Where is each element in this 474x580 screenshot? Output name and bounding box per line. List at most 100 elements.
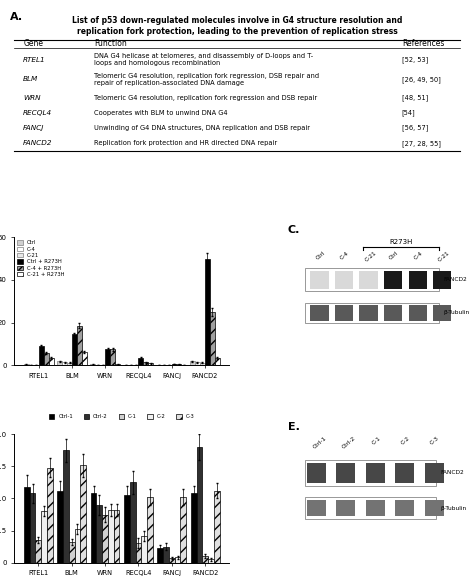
Bar bbox=[24, 487, 30, 563]
Text: Ctrl: Ctrl bbox=[315, 250, 326, 260]
Bar bbox=[305, 303, 439, 323]
Text: [52, 53]: [52, 53] bbox=[402, 56, 428, 63]
Bar bbox=[108, 510, 114, 563]
Bar bbox=[214, 491, 219, 563]
Bar bbox=[115, 364, 120, 365]
Bar bbox=[307, 463, 326, 483]
Bar bbox=[49, 358, 54, 365]
Bar bbox=[200, 363, 205, 365]
Text: BLM: BLM bbox=[23, 77, 38, 82]
Bar bbox=[143, 362, 148, 365]
Text: FANCD2: FANCD2 bbox=[441, 470, 465, 476]
Bar bbox=[195, 362, 200, 365]
Bar bbox=[44, 353, 49, 365]
Bar bbox=[169, 558, 175, 563]
Text: C-3: C-3 bbox=[429, 436, 440, 446]
Text: C-21: C-21 bbox=[364, 250, 377, 263]
Bar bbox=[24, 364, 29, 365]
Bar bbox=[136, 543, 141, 563]
Bar bbox=[384, 270, 402, 288]
Bar bbox=[81, 465, 86, 563]
Text: C-4: C-4 bbox=[339, 250, 350, 260]
Text: C-1: C-1 bbox=[371, 436, 382, 446]
Bar bbox=[191, 494, 197, 563]
Text: C-4: C-4 bbox=[413, 250, 424, 260]
Bar bbox=[336, 500, 356, 516]
Text: WRN: WRN bbox=[23, 95, 41, 101]
Bar bbox=[425, 463, 444, 483]
Text: List of p53 down-regulated molecules involve in G4 structure resolution and
repl: List of p53 down-regulated molecules inv… bbox=[72, 16, 402, 36]
Legend: Ctrl-1, Ctrl-2, C-1, C-2, C-3: Ctrl-1, Ctrl-2, C-1, C-2, C-3 bbox=[48, 414, 195, 420]
Bar bbox=[310, 270, 329, 288]
Bar bbox=[305, 268, 439, 291]
Bar bbox=[335, 305, 353, 321]
Bar bbox=[47, 467, 53, 563]
Text: Ctrl-2: Ctrl-2 bbox=[341, 436, 357, 450]
Bar bbox=[114, 510, 119, 563]
Bar bbox=[359, 305, 378, 321]
Bar bbox=[366, 500, 385, 516]
Bar bbox=[409, 270, 427, 288]
Text: Ctrl-1: Ctrl-1 bbox=[311, 436, 327, 450]
Text: [56, 57]: [56, 57] bbox=[402, 124, 428, 131]
Bar bbox=[384, 305, 402, 321]
Bar bbox=[110, 349, 115, 365]
Text: R273H: R273H bbox=[389, 238, 412, 245]
Bar bbox=[433, 270, 451, 288]
Bar bbox=[36, 540, 41, 563]
Bar bbox=[336, 463, 356, 483]
Text: C-21: C-21 bbox=[438, 250, 451, 263]
Bar bbox=[409, 305, 427, 321]
Bar bbox=[335, 270, 353, 288]
Text: C.: C. bbox=[288, 224, 300, 235]
Bar bbox=[69, 542, 74, 563]
Text: FANCJ: FANCJ bbox=[23, 125, 45, 130]
Bar bbox=[425, 500, 444, 516]
Bar bbox=[74, 530, 81, 563]
Text: C-2: C-2 bbox=[400, 436, 411, 446]
Bar bbox=[105, 349, 110, 365]
Bar bbox=[310, 305, 329, 321]
Bar bbox=[366, 463, 385, 483]
Bar bbox=[395, 463, 414, 483]
Bar bbox=[63, 451, 69, 563]
Bar bbox=[138, 358, 143, 365]
Bar bbox=[175, 557, 181, 563]
Legend: Ctrl, C-4, C-21, Ctrl + R273H, C-4 + R273H, C-21 + R273H: Ctrl, C-4, C-21, Ctrl + R273H, C-4 + R27… bbox=[17, 240, 65, 278]
Bar bbox=[172, 364, 176, 365]
Bar bbox=[97, 505, 102, 563]
Text: [27, 28, 55]: [27, 28, 55] bbox=[402, 140, 441, 147]
Text: Telomeric G4 resolution, replication fork regression and DSB repair: Telomeric G4 resolution, replication for… bbox=[94, 95, 318, 101]
Bar bbox=[395, 500, 414, 516]
Text: FANCD2: FANCD2 bbox=[444, 277, 467, 282]
Text: RECQL4: RECQL4 bbox=[23, 110, 52, 115]
Bar bbox=[148, 363, 153, 365]
Bar bbox=[57, 361, 62, 365]
Bar bbox=[41, 512, 47, 563]
Text: [48, 51]: [48, 51] bbox=[402, 95, 428, 101]
Bar bbox=[82, 351, 87, 365]
Text: References: References bbox=[402, 39, 444, 48]
Bar bbox=[67, 363, 72, 365]
Text: Telomeric G4 resolution, replication fork regression, DSB repair and
repair of r: Telomeric G4 resolution, replication for… bbox=[94, 73, 319, 86]
Bar bbox=[77, 326, 82, 365]
Bar bbox=[57, 491, 63, 563]
Bar bbox=[307, 500, 326, 516]
Bar bbox=[163, 546, 169, 563]
Text: Gene: Gene bbox=[23, 39, 43, 48]
Bar bbox=[210, 312, 215, 365]
Bar bbox=[202, 556, 208, 563]
Bar bbox=[39, 346, 44, 365]
Bar bbox=[130, 483, 136, 563]
Text: Function: Function bbox=[94, 39, 127, 48]
Bar bbox=[359, 270, 378, 288]
Bar bbox=[72, 335, 77, 365]
Text: Ctrl: Ctrl bbox=[388, 250, 400, 260]
Bar bbox=[190, 361, 195, 365]
Bar bbox=[91, 364, 95, 365]
Bar bbox=[141, 536, 147, 563]
Text: Cooperates with BLM to unwind DNA G4: Cooperates with BLM to unwind DNA G4 bbox=[94, 110, 228, 115]
Text: E.: E. bbox=[288, 422, 300, 432]
Bar bbox=[433, 305, 451, 321]
Bar bbox=[215, 358, 219, 365]
